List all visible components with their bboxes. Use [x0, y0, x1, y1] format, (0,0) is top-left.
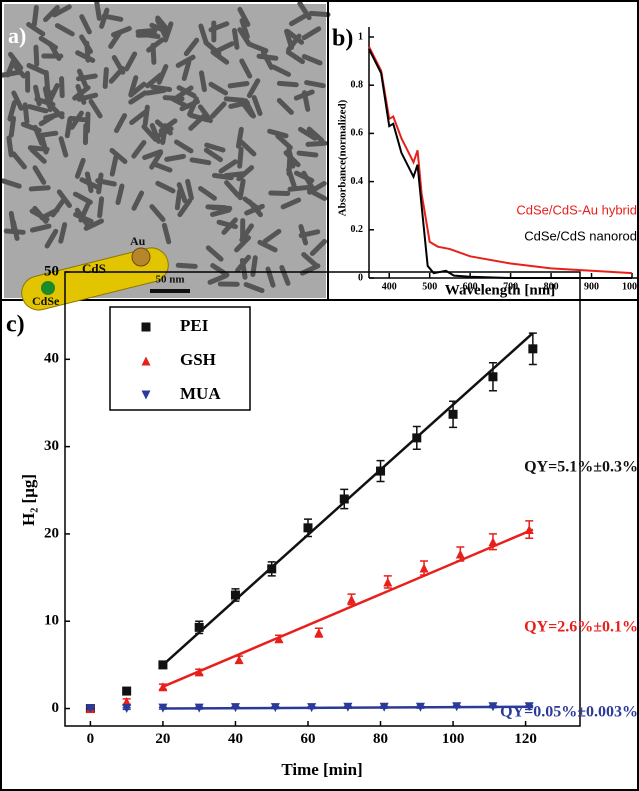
cds-label: CdS: [82, 261, 106, 276]
nanorod: [33, 45, 39, 67]
y-tick-label: 10: [44, 613, 59, 629]
x-axis-label: Time [min]: [281, 760, 362, 779]
legend-entry: CdSe/CdS nanorod: [524, 228, 637, 243]
x-tick-label: 60: [300, 731, 315, 747]
panel-label: c): [6, 312, 25, 338]
y-tick-label: 0.2: [351, 224, 364, 235]
y-tick-label: 1: [358, 31, 363, 42]
y-axis-label: H₂ [μg]: [19, 474, 38, 526]
y-tick-label: 50: [44, 263, 59, 279]
y-tick-label: 0: [52, 700, 60, 716]
point: [122, 687, 131, 696]
point: [231, 591, 240, 600]
y-tick-label: 20: [44, 525, 59, 541]
y-tick-label: 0.4: [351, 176, 364, 187]
cdse-label: CdSe: [32, 294, 60, 308]
x-tick-label: 100: [442, 731, 465, 747]
nanorod: [268, 190, 290, 196]
point: [195, 623, 204, 632]
annotation: QY=5.1%±0.3%: [524, 459, 638, 476]
x-tick-label: 20: [155, 731, 170, 747]
legend-entry: MUA: [180, 384, 221, 403]
point: [376, 467, 385, 476]
y-tick-label: 0.6: [351, 128, 364, 139]
x-tick-label: 0: [87, 731, 95, 747]
y-axis-label: Absorbance(normalized): [337, 99, 349, 216]
annotation: QY=2.6%±0.1%: [524, 619, 638, 636]
au-label: Au: [130, 234, 146, 248]
panel-label: a): [8, 23, 26, 48]
nanorod: [218, 281, 240, 286]
y-tick-label: 40: [44, 351, 59, 367]
nanorod: [59, 76, 65, 98]
scale-label: 50 nm: [155, 274, 184, 286]
point: [303, 523, 312, 532]
x-tick-label: 400: [382, 281, 397, 292]
legend-entry: GSH: [180, 350, 216, 369]
legend-entry: CdSe/CdS-Au hybrid: [516, 202, 637, 217]
x-tick-label: 40: [228, 731, 243, 747]
legend-entry: PEI: [180, 316, 209, 335]
x-tick-label: 120: [514, 731, 537, 747]
y-tick-label: 30: [44, 438, 59, 454]
x-tick-label: 900: [584, 281, 599, 292]
point: [158, 660, 167, 669]
point: [528, 344, 537, 353]
panel-label: b): [332, 26, 353, 52]
point: [488, 372, 497, 381]
y-tick-label: 0: [358, 272, 363, 283]
x-tick-label: 80: [373, 731, 388, 747]
x-axis-label: Wavelength [nm]: [445, 282, 555, 298]
point: [449, 410, 458, 419]
scale-bar: [150, 289, 190, 293]
point: [267, 564, 276, 573]
point: [412, 433, 421, 442]
tem-image: [0, 0, 331, 298]
y-tick-label: 0.8: [351, 79, 364, 90]
nanorod: [25, 71, 30, 93]
legend-marker: [142, 323, 151, 332]
x-tick-label: 500: [422, 281, 437, 292]
point: [340, 495, 349, 504]
au-tip: [132, 248, 150, 266]
nanorod: [286, 154, 292, 176]
figure: a) Au CdS CdSe 50 nm 4005006007008009001…: [0, 0, 639, 791]
annotation: QY=0.05%±0.003%: [500, 704, 638, 721]
nanorod: [85, 111, 91, 133]
